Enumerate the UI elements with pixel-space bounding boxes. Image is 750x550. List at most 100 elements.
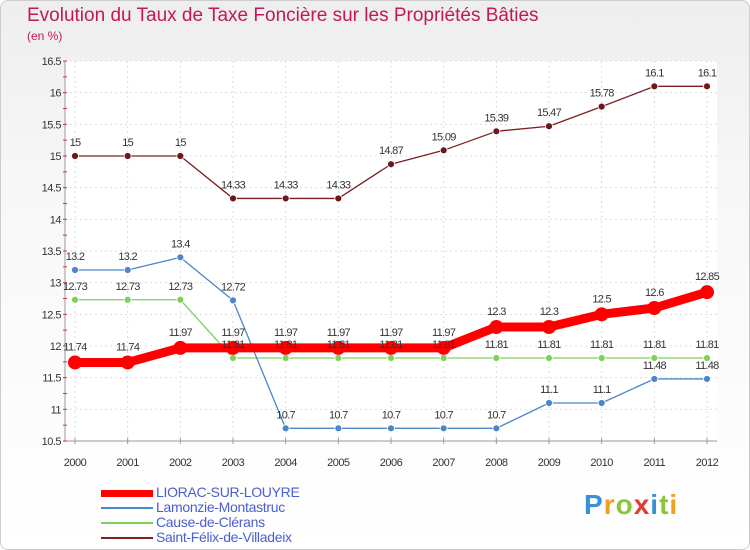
data-point (123, 266, 132, 274)
data-label: 15 (175, 137, 186, 149)
data-point (71, 152, 79, 160)
data-point (176, 152, 185, 160)
data-label: 11.1 (593, 384, 611, 396)
data-label: 12.3 (540, 306, 559, 318)
x-tick-label: 2012 (696, 457, 719, 469)
legend-swatch (101, 506, 153, 509)
data-label: 14.87 (379, 145, 404, 157)
data-point (703, 375, 711, 383)
data-point (334, 194, 343, 203)
data-label: 12.73 (168, 281, 193, 293)
data-label: 12.3 (487, 306, 506, 318)
data-label: 15.09 (432, 131, 457, 143)
data-label: 12.73 (116, 281, 141, 293)
data-point (492, 354, 501, 362)
legend-swatch (101, 521, 153, 524)
data-point (650, 354, 659, 362)
data-label: 11.97 (432, 327, 456, 339)
data-label: 11.81 (485, 339, 509, 351)
data-label: 14.33 (274, 179, 299, 191)
brand-logo: Proxiti (584, 489, 678, 521)
data-label: 13.2 (118, 251, 137, 263)
data-point (334, 354, 343, 362)
brand-letter: P (584, 489, 604, 520)
brand-letter: o (615, 489, 634, 520)
brand-letter: t (659, 489, 670, 520)
data-point (123, 295, 132, 304)
x-tick-label: 2008 (485, 457, 508, 469)
data-point (545, 354, 553, 362)
data-label: 11.97 (327, 327, 351, 339)
x-tick-label: 2003 (222, 457, 245, 469)
data-label: 13.2 (66, 251, 85, 263)
data-point (387, 160, 395, 169)
data-point (650, 375, 659, 383)
data-point (545, 399, 553, 407)
x-tick-label: 2000 (64, 457, 87, 469)
x-tick-label: 2011 (644, 457, 666, 469)
x-tick-label: 2010 (590, 457, 613, 469)
data-point (281, 424, 290, 433)
data-label: 16.1 (698, 67, 717, 79)
data-point (176, 295, 185, 304)
data-label: 11.81 (590, 339, 614, 351)
y-tick-label: 14.5 (42, 183, 62, 195)
data-point (281, 194, 290, 203)
x-tick-label: 2001 (116, 457, 139, 469)
brand-letter: i (650, 489, 660, 520)
data-label: 13.4 (171, 238, 190, 250)
data-point (439, 146, 448, 155)
data-label: 15.78 (590, 88, 615, 100)
data-label: 15 (70, 137, 81, 149)
data-label: 11.81 (695, 339, 719, 351)
data-point (229, 354, 237, 362)
data-label: 15 (122, 137, 133, 149)
legend-label: Cause-de-Clérans (156, 514, 265, 530)
data-point (700, 285, 714, 300)
data-point (594, 307, 609, 322)
data-label: 14.33 (326, 179, 351, 191)
data-label: 12.73 (63, 281, 88, 293)
data-point (387, 424, 395, 433)
data-label: 11.48 (695, 360, 719, 372)
y-tick-label: 11 (51, 404, 62, 416)
data-label: 11.81 (274, 339, 298, 351)
data-label: 10.7 (329, 409, 348, 421)
series-0 (68, 285, 714, 370)
data-point (545, 122, 553, 131)
data-label: 15.47 (537, 107, 562, 119)
data-label: 11.97 (169, 327, 193, 339)
series-2 (71, 295, 711, 362)
data-label: 11.97 (221, 327, 245, 339)
x-tick-label: 2006 (380, 457, 403, 469)
data-label: 11.74 (63, 341, 87, 353)
data-point (229, 296, 237, 305)
data-point (597, 102, 606, 111)
data-point (229, 194, 237, 203)
legend-swatch (101, 536, 153, 539)
x-tick-label: 2007 (432, 457, 455, 469)
y-tick-label: 15 (50, 151, 62, 163)
data-label: 11.81 (537, 339, 561, 351)
chart-subtitle: (en %) (27, 29, 63, 43)
data-label: 16.1 (645, 67, 664, 79)
series-3 (71, 82, 711, 203)
y-tick-label: 12 (50, 341, 62, 353)
x-tick-label: 2002 (169, 457, 192, 469)
data-label: 10.7 (382, 409, 401, 421)
data-point (387, 354, 395, 362)
legend-label: Lamonzie-Montastruc (156, 499, 285, 515)
x-tick-label: 2005 (327, 457, 350, 469)
data-point (492, 127, 501, 136)
data-label: 10.7 (434, 409, 453, 421)
y-tick-label: 10.5 (42, 436, 62, 448)
legend-label: LIORAC-SUR-LOUYRE (156, 484, 300, 500)
data-label: 11.81 (327, 339, 351, 351)
data-point (384, 340, 398, 355)
y-tick-label: 13.5 (42, 246, 62, 258)
data-point (597, 354, 606, 362)
data-point (489, 320, 504, 334)
data-label: 11.1 (540, 384, 558, 396)
data-label: 11.81 (432, 339, 456, 351)
